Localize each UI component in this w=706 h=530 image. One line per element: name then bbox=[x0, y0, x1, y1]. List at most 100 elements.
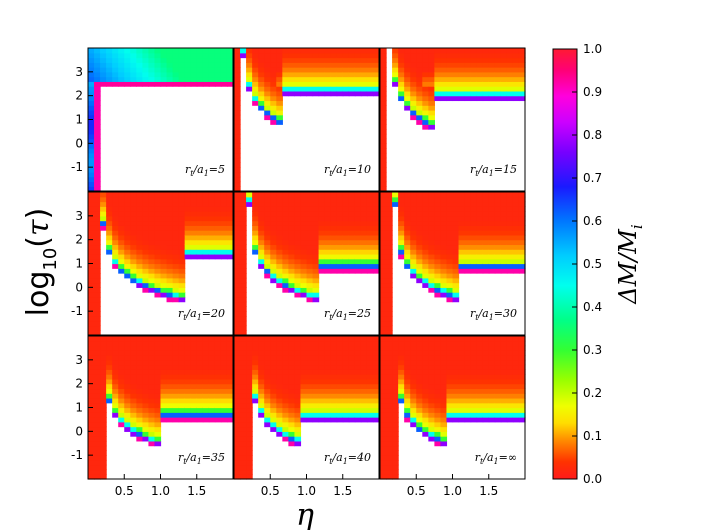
heatmap-cell bbox=[130, 277, 137, 284]
heatmap-cell bbox=[440, 67, 448, 73]
heatmap-cell bbox=[94, 292, 101, 298]
heatmap-cell bbox=[214, 249, 222, 255]
heatmap-cell bbox=[300, 215, 308, 222]
heatmap-cell bbox=[282, 215, 289, 222]
heatmap-cell bbox=[312, 369, 320, 375]
heatmap-cell bbox=[380, 417, 387, 423]
heatmap-cell bbox=[264, 355, 271, 361]
heatmap-cell bbox=[342, 369, 350, 375]
heatmap-cell bbox=[136, 230, 143, 236]
heatmap-cell bbox=[94, 176, 101, 183]
heatmap-cell bbox=[470, 211, 478, 217]
heatmap-cell bbox=[154, 263, 162, 269]
heatmap-cell bbox=[398, 345, 405, 351]
heatmap-cell bbox=[410, 220, 417, 226]
heatmap-cell bbox=[190, 81, 198, 87]
heatmap-cell bbox=[360, 225, 368, 231]
heatmap-cell bbox=[300, 62, 308, 68]
heatmap-cell bbox=[130, 196, 137, 203]
heatmap-cell bbox=[94, 296, 101, 303]
heatmap-cell bbox=[410, 225, 417, 231]
heatmap-cell bbox=[372, 57, 380, 63]
heatmap-cell bbox=[154, 234, 162, 241]
heatmap-cell bbox=[348, 350, 356, 356]
heatmap-cell bbox=[452, 86, 460, 92]
heatmap-cell bbox=[130, 268, 137, 274]
heatmap-cell bbox=[476, 62, 484, 68]
heatmap-cell bbox=[318, 90, 326, 97]
heatmap-cell bbox=[458, 268, 466, 274]
heatmap-cell bbox=[512, 359, 520, 366]
heatmap-cell bbox=[458, 201, 466, 207]
heatmap-cell bbox=[348, 374, 356, 380]
heatmap-cell bbox=[458, 359, 466, 366]
heatmap-cell bbox=[434, 407, 442, 413]
heatmap-cell bbox=[88, 296, 95, 303]
heatmap-cell bbox=[482, 192, 490, 198]
heatmap-cell bbox=[512, 196, 520, 203]
heatmap-cell bbox=[294, 234, 302, 241]
heatmap-cell bbox=[166, 296, 174, 303]
heatmap-cell bbox=[434, 412, 442, 418]
heatmap-cell bbox=[366, 253, 374, 260]
label-part: = bbox=[494, 163, 503, 176]
heatmap-cell bbox=[288, 234, 296, 241]
heatmap-cell bbox=[88, 474, 95, 480]
heatmap-cell bbox=[494, 71, 502, 78]
heatmap-cell bbox=[318, 57, 326, 63]
heatmap-cell bbox=[142, 340, 150, 347]
heatmap-cell bbox=[190, 249, 198, 255]
heatmap-cell bbox=[202, 412, 210, 418]
heatmap-cell bbox=[270, 336, 277, 342]
heatmap-cell bbox=[348, 340, 356, 347]
heatmap-cell bbox=[190, 239, 198, 246]
heatmap-cell bbox=[240, 311, 247, 317]
heatmap-cell bbox=[184, 253, 192, 260]
heatmap-cell bbox=[360, 253, 368, 260]
heatmap-cell bbox=[130, 350, 137, 356]
heatmap-cell bbox=[246, 340, 253, 347]
heatmap-cell bbox=[494, 196, 502, 203]
heatmap-cell bbox=[234, 124, 241, 130]
heatmap-cell bbox=[458, 369, 466, 375]
heatmap-cell bbox=[142, 196, 150, 203]
heatmap-cell bbox=[318, 340, 326, 347]
heatmap-cell bbox=[220, 67, 228, 73]
heatmap-cell bbox=[118, 340, 125, 347]
heatmap-cell bbox=[428, 196, 435, 203]
heatmap-cell bbox=[246, 402, 253, 409]
heatmap-cell bbox=[386, 455, 393, 461]
heatmap-cell bbox=[318, 359, 326, 366]
heatmap-cell bbox=[360, 57, 368, 63]
colorbar-tick-label: 0.6 bbox=[583, 214, 602, 228]
heatmap-cell bbox=[470, 95, 478, 102]
heatmap-cell bbox=[422, 364, 429, 370]
heatmap-cell bbox=[348, 215, 356, 222]
heatmap-cell bbox=[252, 355, 259, 361]
heatmap-cell bbox=[342, 393, 350, 399]
heatmap-cell bbox=[88, 62, 95, 68]
heatmap-cell bbox=[282, 234, 289, 241]
heatmap-cell bbox=[240, 364, 247, 370]
heatmap-cell bbox=[178, 67, 186, 73]
heatmap-cell bbox=[452, 345, 460, 351]
heatmap-cell bbox=[452, 192, 460, 198]
heatmap-cell bbox=[234, 48, 241, 54]
cblabel-sub: i bbox=[628, 224, 646, 229]
heatmap-cell bbox=[112, 350, 119, 356]
heatmap-cell bbox=[354, 402, 362, 409]
heatmap-cell bbox=[324, 258, 332, 265]
heatmap-cell bbox=[136, 258, 143, 265]
heatmap-cell bbox=[226, 52, 234, 59]
heatmap-cell bbox=[482, 374, 490, 380]
heatmap-cell bbox=[422, 359, 429, 366]
heatmap-cell bbox=[464, 57, 472, 63]
y-tick-label: -1 bbox=[71, 304, 83, 318]
heatmap-cell bbox=[246, 52, 253, 59]
heatmap-cell bbox=[294, 62, 302, 68]
heatmap-cell bbox=[264, 369, 271, 375]
heatmap-cell bbox=[202, 378, 210, 385]
heatmap-cell bbox=[282, 57, 289, 63]
heatmap-cell bbox=[372, 86, 380, 92]
heatmap-cell bbox=[404, 95, 411, 102]
